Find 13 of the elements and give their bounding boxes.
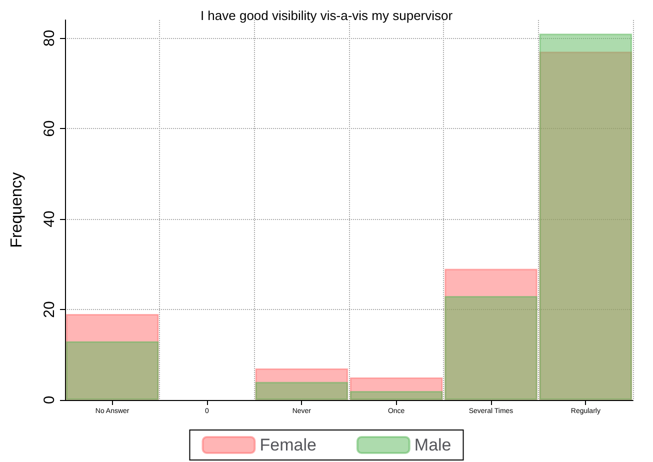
bar bbox=[66, 341, 159, 400]
y-tick-label: 0 bbox=[41, 396, 58, 404]
y-tick-label: 40 bbox=[41, 210, 58, 228]
bar bbox=[350, 390, 443, 400]
y-tick-label: 80 bbox=[41, 30, 58, 46]
bar bbox=[255, 382, 348, 400]
y-tick-label: 20 bbox=[41, 301, 58, 318]
chart-title: I have good visibility vis-a-vis my supervisor bbox=[200, 8, 454, 23]
y-axis-title: Frequency bbox=[8, 172, 26, 248]
bar bbox=[444, 296, 538, 400]
y-tick-label: 60 bbox=[41, 120, 58, 137]
legend-label: Male bbox=[414, 436, 452, 454]
legend-label: Female bbox=[260, 436, 316, 454]
